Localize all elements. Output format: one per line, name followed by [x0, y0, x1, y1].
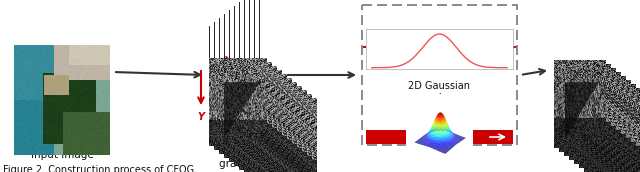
- Text: Figure 2. Construction process of CFOG: Figure 2. Construction process of CFOG: [3, 165, 194, 172]
- Text: Y: Y: [198, 112, 205, 122]
- Text: gradient channel: gradient channel: [219, 159, 307, 169]
- Bar: [366, 130, 513, 144]
- Text: 2D Gaussian: 2D Gaussian: [408, 81, 470, 91]
- Text: 1D Gaussian: 1D Gaussian: [406, 132, 463, 142]
- Text: Z: Z: [246, 77, 252, 86]
- Text: Input image: Input image: [31, 150, 93, 160]
- Text: +: +: [434, 91, 445, 104]
- Bar: [362, 5, 517, 145]
- Text: Orientated: Orientated: [235, 148, 291, 158]
- Text: CFOG: CFOG: [582, 150, 612, 160]
